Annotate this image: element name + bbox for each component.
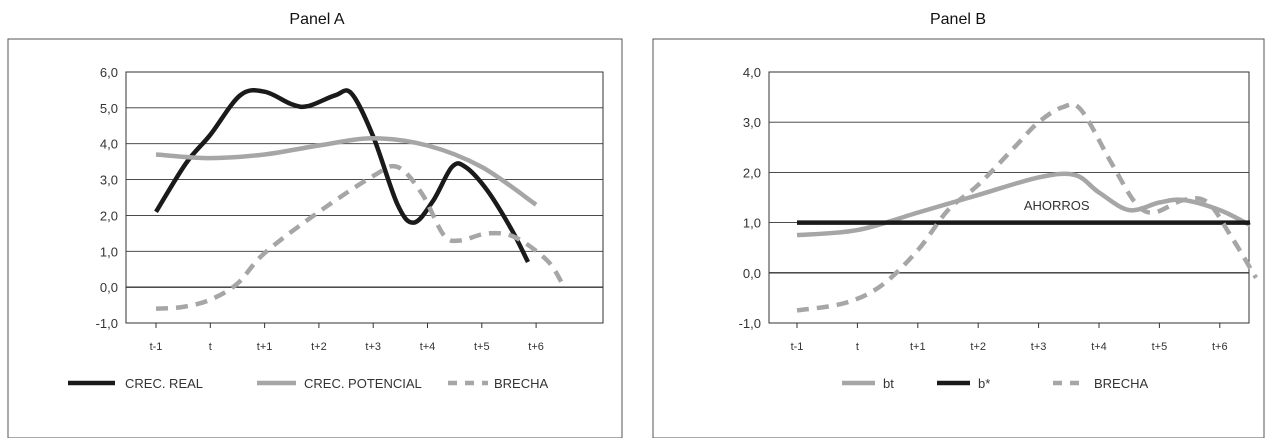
x-tick-label: t: [209, 341, 212, 353]
plot-area: [768, 71, 1250, 324]
panel-a: Panel A 6,0 5,0 4,0 3,0 2,0 1,0 0,0 -1,0 t-1 t t+1…: [7, 11, 623, 439]
panel-a-title: Panel A: [289, 11, 344, 28]
series-line: [154, 87, 530, 264]
x-tick-label: t+2: [311, 341, 327, 353]
x-tick-label: t+6: [1212, 341, 1228, 353]
y-tick-label: 2,0: [100, 208, 118, 223]
x-tick-label: t+4: [420, 341, 436, 353]
panel-a-plot: 6,0 5,0 4,0 3,0 2,0 1,0 0,0 -1,0 t-1 t t+1 t+2 t+3 t+…: [68, 65, 604, 391]
x-tick-label: t-1: [791, 341, 804, 353]
x-tick-label: t+2: [970, 341, 986, 353]
panel-b-frame: [652, 38, 1265, 439]
legend-label: BRECHA: [494, 376, 549, 391]
x-tick-label: t+3: [365, 341, 381, 353]
panel-b-plot: 4,0 3,0 2,0 1,0 0,0 -1,0 t-1 t t+1 t+2 t+3 t+4 t+5 t+…: [739, 65, 1258, 391]
legend-label: bt: [883, 376, 894, 391]
annotation-label: AHORROS: [1024, 198, 1090, 213]
series-line: [155, 136, 538, 207]
y-tick-label: 4,0: [743, 65, 761, 80]
x-tick-label: t+1: [257, 341, 273, 353]
y-tick-label: 3,0: [100, 173, 118, 188]
y-tick-label: 4,0: [100, 137, 118, 152]
series-line: [796, 101, 1258, 313]
x-tick-label: t+3: [1031, 341, 1047, 353]
x-tick-label: t+6: [528, 341, 544, 353]
y-tick-label: 1,0: [743, 216, 761, 231]
y-tick-label: -1,0: [96, 316, 118, 331]
legend-label: CREC. REAL: [125, 376, 203, 391]
panel-b-title: Panel B: [930, 11, 986, 28]
x-tick-label: t+5: [1152, 341, 1168, 353]
plot-area: [125, 71, 604, 324]
y-tick-label: 2,0: [743, 165, 761, 180]
y-tick-label: 3,0: [743, 115, 761, 130]
y-tick-label: 1,0: [100, 244, 118, 259]
legend-label: CREC. POTENCIAL: [304, 376, 422, 391]
x-tick-label: t: [856, 341, 859, 353]
legend-label: b*: [978, 376, 990, 391]
x-tick-label: t+5: [474, 341, 490, 353]
x-tick-label: t-1: [150, 341, 163, 353]
y-tick-label: 0,0: [743, 266, 761, 281]
y-tick-label: 6,0: [100, 65, 118, 80]
y-tick-label: 0,0: [100, 280, 118, 295]
x-tick-label: t+1: [910, 341, 926, 353]
legend-label: BRECHA: [1094, 376, 1149, 391]
y-tick-label: -1,0: [739, 316, 761, 331]
x-tick-label: t+4: [1091, 341, 1107, 353]
series-line: [155, 163, 566, 311]
y-tick-label: 5,0: [100, 101, 118, 116]
panel-b: Panel B 4,0 3,0 2,0 1,0 0,0 -1,0 t-1 t t+1 t+2 t+3…: [652, 11, 1265, 439]
